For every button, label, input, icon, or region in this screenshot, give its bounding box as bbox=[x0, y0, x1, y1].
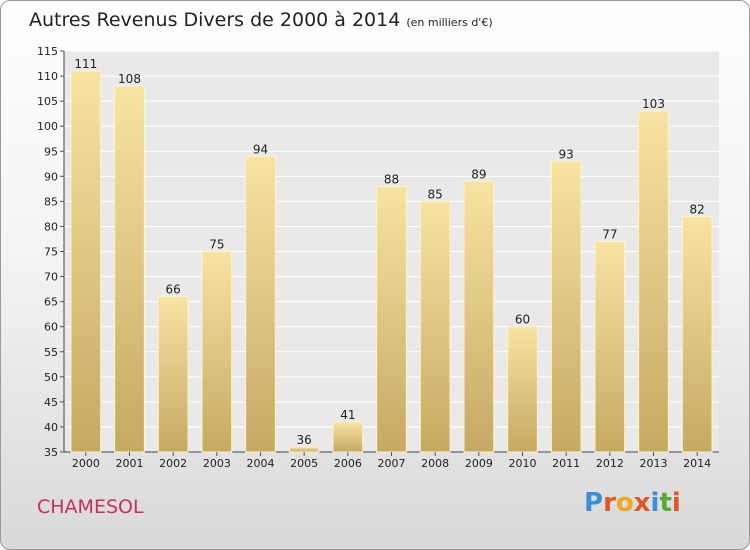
logo-letter: t bbox=[659, 488, 672, 518]
bar bbox=[638, 110, 669, 453]
data-label: 82 bbox=[690, 202, 705, 216]
y-tick-label: 40 bbox=[44, 421, 58, 434]
y-tick-label: 50 bbox=[44, 371, 58, 384]
x-tick-label: 2001 bbox=[116, 457, 144, 470]
data-label: 103 bbox=[642, 97, 665, 111]
bar bbox=[70, 70, 102, 453]
x-tick-label: 2008 bbox=[421, 457, 449, 470]
x-tick-label: 2006 bbox=[334, 457, 362, 470]
bar bbox=[201, 251, 233, 453]
data-label: 77 bbox=[602, 227, 617, 241]
y-tick-label: 75 bbox=[44, 246, 58, 259]
data-label: 41 bbox=[340, 408, 355, 422]
x-tick-label: 2002 bbox=[159, 457, 187, 470]
proxiti-logo: Proxiti bbox=[584, 488, 681, 518]
data-label: 111 bbox=[74, 57, 97, 71]
bar bbox=[681, 215, 713, 453]
logo-letter: r bbox=[603, 488, 616, 518]
data-label: 66 bbox=[166, 283, 181, 297]
logo-letter: i bbox=[650, 488, 660, 518]
bar bbox=[114, 85, 145, 453]
x-tick-label: 2005 bbox=[290, 457, 318, 470]
y-tick-label: 65 bbox=[44, 296, 58, 309]
y-tick-label: 85 bbox=[44, 195, 58, 208]
data-label: 85 bbox=[428, 187, 443, 201]
x-tick-label: 2003 bbox=[203, 457, 231, 470]
y-tick-label: 110 bbox=[37, 70, 58, 83]
y-tick-label: 90 bbox=[44, 170, 58, 183]
unit-note: (en milliers d'€) bbox=[406, 16, 493, 29]
y-tick-label: 100 bbox=[37, 120, 58, 133]
x-tick-label: 2004 bbox=[247, 457, 275, 470]
x-tick-label: 2009 bbox=[465, 457, 493, 470]
bar bbox=[332, 421, 364, 453]
bar bbox=[419, 200, 451, 453]
data-label: 60 bbox=[515, 313, 530, 327]
data-label: 75 bbox=[209, 238, 224, 252]
y-tick-label: 80 bbox=[44, 220, 58, 233]
data-label: 36 bbox=[297, 433, 312, 447]
bar bbox=[550, 160, 582, 453]
logo-letter: i bbox=[671, 488, 681, 518]
bar bbox=[507, 326, 538, 453]
x-tick-label: 2014 bbox=[683, 457, 711, 470]
bar bbox=[594, 240, 626, 453]
y-tick-label: 45 bbox=[44, 396, 58, 409]
y-tick-label: 115 bbox=[37, 45, 58, 58]
logo-letter: P bbox=[584, 488, 604, 518]
bar bbox=[245, 155, 276, 453]
title-text: Autres Revenus Divers de 2000 à 2014 bbox=[29, 9, 401, 31]
x-tick-label: 2000 bbox=[72, 457, 100, 470]
logo-letter: x bbox=[633, 488, 651, 518]
logo-letter: o bbox=[615, 488, 634, 518]
x-tick-label: 2013 bbox=[640, 457, 668, 470]
commune-name: CHAMESOL bbox=[37, 496, 144, 518]
bar bbox=[157, 296, 189, 453]
chart-title: Autres Revenus Divers de 2000 à 2014 (en … bbox=[29, 9, 493, 31]
bar bbox=[376, 185, 407, 453]
x-tick-label: 2010 bbox=[509, 457, 537, 470]
y-tick-label: 70 bbox=[44, 271, 58, 284]
y-tick-label: 95 bbox=[44, 145, 58, 158]
data-label: 89 bbox=[471, 167, 486, 181]
data-label: 108 bbox=[118, 72, 141, 86]
bar bbox=[288, 446, 320, 453]
data-label: 94 bbox=[253, 142, 268, 156]
data-label: 93 bbox=[559, 147, 574, 161]
x-tick-label: 2012 bbox=[596, 457, 624, 470]
x-tick-label: 2011 bbox=[552, 457, 580, 470]
y-tick-label: 60 bbox=[44, 321, 58, 334]
y-tick-label: 105 bbox=[37, 95, 58, 108]
y-tick-label: 35 bbox=[44, 446, 58, 459]
y-tick-label: 55 bbox=[44, 346, 58, 359]
bar bbox=[463, 180, 495, 453]
data-label: 88 bbox=[384, 172, 399, 186]
x-tick-label: 2007 bbox=[378, 457, 406, 470]
